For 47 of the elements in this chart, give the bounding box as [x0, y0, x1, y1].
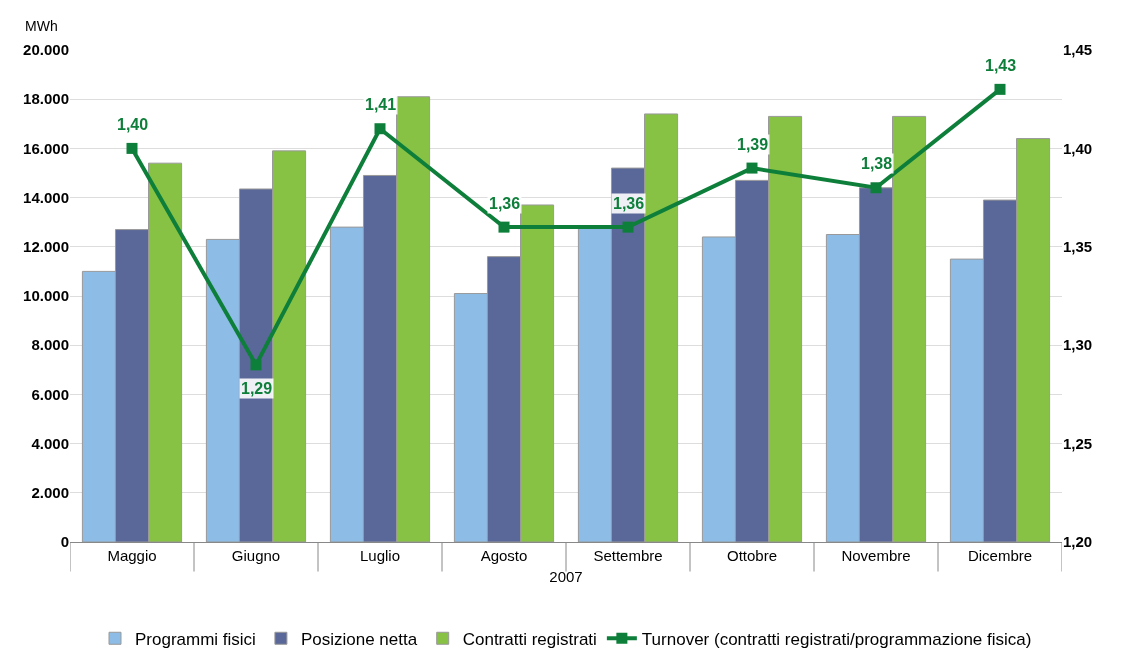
x-tick-label: Dicembre — [967, 547, 1033, 564]
data-label: 1,29 — [241, 380, 273, 397]
data-label: 1,36 — [613, 195, 645, 212]
y-tick-label: 2.000 — [31, 484, 69, 502]
point — [126, 142, 138, 154]
point — [498, 221, 510, 233]
y-tick-label: 8.000 — [31, 336, 69, 354]
x-axis-title: 2007 — [549, 568, 583, 585]
legend-label: Posizione netta — [300, 629, 418, 649]
y2-tick-label: 1,30 — [1063, 336, 1093, 354]
x-tick-label: Luglio — [359, 547, 401, 564]
x-tick-label: Giugno — [231, 547, 281, 564]
y-tick-label: 4.000 — [31, 434, 69, 452]
point — [374, 123, 386, 135]
y-axis-title: MWh — [25, 18, 58, 34]
data-label: 1,40 — [117, 116, 149, 133]
point — [250, 359, 262, 371]
y-tick-label: 6.000 — [31, 385, 69, 403]
legend-label: Programmi fisici — [135, 629, 256, 649]
y2-tick-label: 1,35 — [1063, 238, 1093, 256]
data-label: 1,36 — [489, 195, 521, 212]
x-tick-label: Ottobre — [726, 547, 778, 564]
x-tick-label: Maggio — [107, 547, 157, 564]
y2-tick-label: 1,25 — [1063, 434, 1093, 452]
point — [622, 221, 634, 233]
legend-label: Turnover (contratti registrati/programmazione fisica) — [641, 629, 1032, 649]
y2-tick-label: 1,45 — [1063, 41, 1093, 59]
y-tick-label: 20.000 — [23, 41, 69, 59]
x-tick-label: Settembre — [593, 547, 663, 564]
y-tick-label: 10.000 — [23, 287, 69, 305]
point — [746, 162, 758, 174]
data-label: 1,43 — [985, 57, 1017, 74]
data-label: 1,39 — [737, 136, 769, 153]
y2-tick-label: 1,20 — [1063, 533, 1093, 551]
y-tick-label: 18.000 — [23, 90, 69, 108]
point — [870, 182, 882, 194]
data-label: 1,38 — [861, 155, 893, 172]
y2-tick-label: 1,40 — [1063, 139, 1093, 157]
y-tick-label: 0 — [60, 533, 69, 551]
point — [994, 83, 1006, 95]
y-tick-label: 12.000 — [23, 238, 69, 256]
y-tick-label: 16.000 — [23, 139, 69, 157]
x-tick-label: Agosto — [480, 547, 528, 564]
data-label: 1,41 — [365, 96, 397, 113]
legend-label: Contratti registrati — [462, 629, 597, 649]
y-tick-label: 14.000 — [23, 188, 69, 206]
x-tick-label: Novembre — [841, 547, 911, 564]
